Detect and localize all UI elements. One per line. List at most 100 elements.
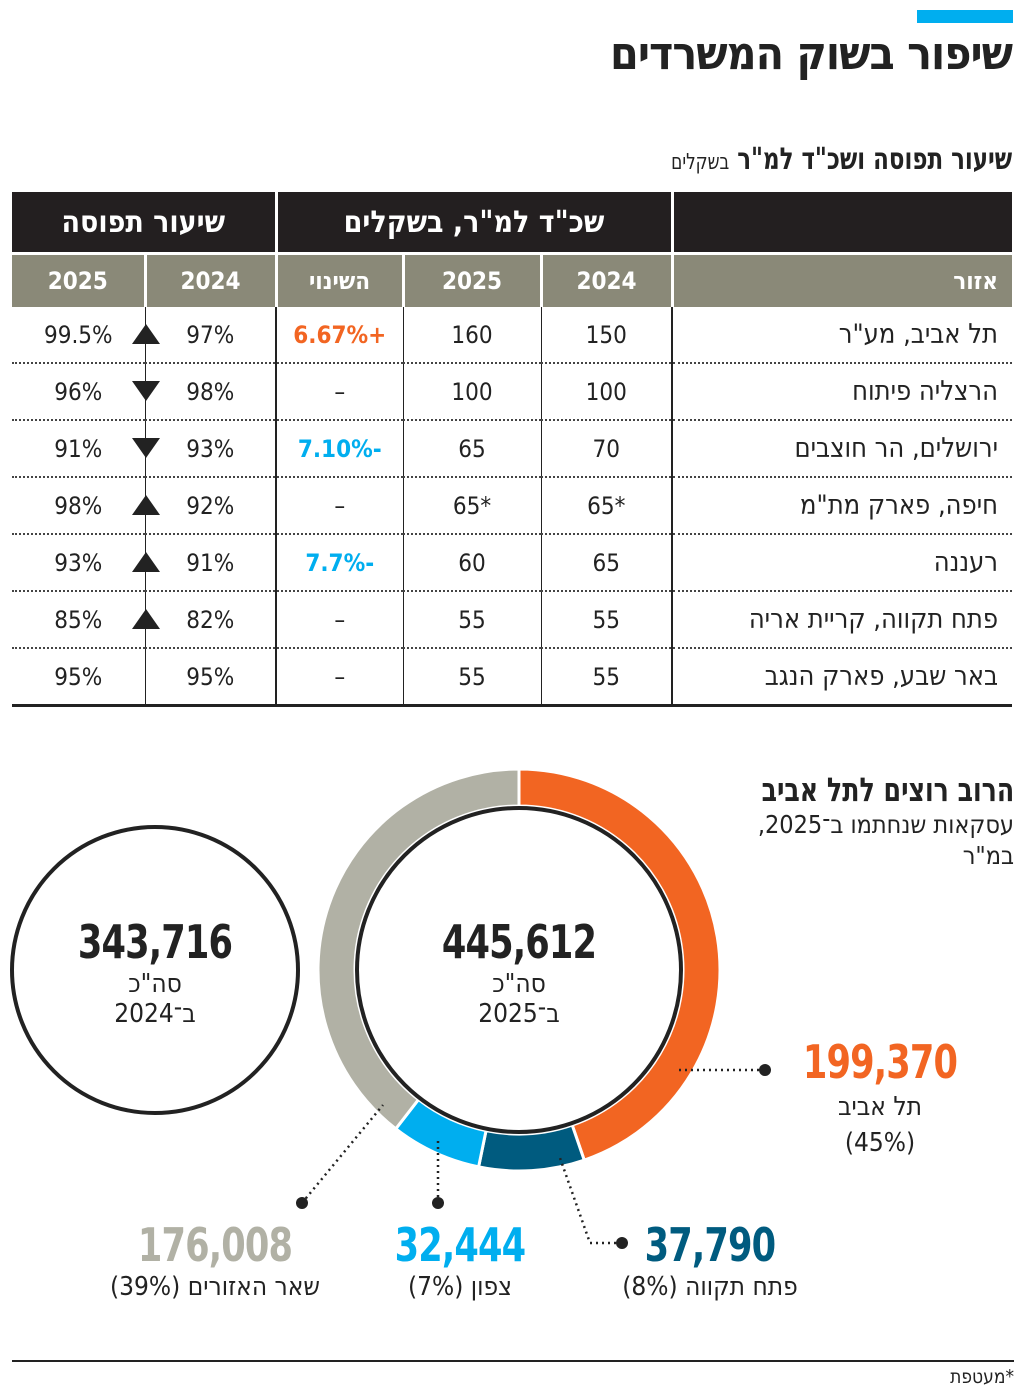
change-cell: +6.67% bbox=[275, 307, 404, 364]
slice-name: שאר האזורים bbox=[187, 1272, 320, 1302]
occupancy-2025-cell: 98% bbox=[12, 477, 146, 535]
area-value: תל אביב, מע"ר bbox=[838, 319, 999, 350]
occupancy-2024-cell: 97% bbox=[131, 307, 277, 364]
rent-2024-value: *65 bbox=[587, 491, 626, 520]
slice-value: 176,008 bbox=[137, 1218, 293, 1272]
area-value: הרצליה פיתוח bbox=[852, 376, 999, 407]
table-row: באר שבע, פארק הנגב 55 55 – 95% 95% bbox=[12, 648, 1013, 707]
rent-2024-cell: 100 bbox=[540, 363, 673, 421]
occupancy-2024-value: 82% bbox=[186, 605, 235, 634]
leader-dot bbox=[616, 1237, 628, 1249]
header-rent-group: שכ"ד למ"ר, בשקלים bbox=[274, 192, 673, 254]
area-cell: ירושלים, הר חוצבים bbox=[671, 420, 1013, 478]
area-value: פתח תקווה, קריית אריה bbox=[748, 604, 999, 635]
rent-2024-cell: 55 bbox=[540, 648, 673, 707]
rent-2024-cell: 70 bbox=[540, 420, 673, 478]
occupancy-2025-cell: 99.5% bbox=[12, 307, 146, 364]
table-row: הרצליה פיתוח 100 100 – 98% 96% bbox=[12, 363, 1013, 421]
rent-2024-value: 55 bbox=[592, 662, 620, 691]
arrow-up-icon bbox=[131, 552, 160, 572]
total-2025-year: ב־2025 bbox=[478, 999, 560, 1029]
rent-2024-value: 65 bbox=[592, 548, 620, 577]
rent-2024-cell: 55 bbox=[540, 591, 673, 649]
callout-north: 32,444 צפון (7%) bbox=[370, 1218, 550, 1302]
rent-2025-value: 100 bbox=[451, 377, 493, 406]
occupancy-2024-cell: 82% bbox=[131, 591, 277, 649]
rent-2025-cell: 160 bbox=[402, 307, 542, 364]
header-rent-2024: 2024 bbox=[539, 252, 673, 307]
total-2025: 445,612 סה"כ ב־2025 bbox=[419, 915, 619, 1029]
occupancy-2025-cell: 96% bbox=[12, 363, 146, 421]
occupancy-2024-cell: 93% bbox=[131, 420, 277, 478]
area-cell: רעננה bbox=[671, 534, 1013, 592]
rent-2025-cell: 60 bbox=[402, 534, 542, 592]
callout-tel-aviv: 199,370 תל אביב (45%) bbox=[775, 1035, 985, 1161]
table-row: תל אביב, מע"ר 150 160 +6.67% 97% 99.5% bbox=[12, 307, 1013, 364]
header-occupancy-group: שיעור תפוסה bbox=[12, 192, 277, 254]
leader-line bbox=[558, 1157, 622, 1245]
slice-value: 37,790 bbox=[644, 1218, 776, 1272]
rent-2025-cell: 100 bbox=[402, 363, 542, 421]
table-row: פתח תקווה, קריית אריה 55 55 – 82% 85% bbox=[12, 591, 1013, 649]
table-row: ירושלים, הר חוצבים 70 65 -7.10% 93% 91% bbox=[12, 420, 1013, 478]
occupancy-2025-value: 99.5% bbox=[43, 320, 113, 349]
rent-2024-value: 100 bbox=[585, 377, 627, 406]
arrow-up-icon bbox=[131, 324, 160, 344]
occupancy-2025-value: 91% bbox=[54, 434, 103, 463]
change-cell: – bbox=[275, 363, 404, 421]
chart-subtitle: עסקאות שנחתמו ב־2025, במ"ר bbox=[757, 810, 1014, 870]
footer-divider bbox=[12, 1360, 1014, 1362]
occupancy-2024-value: 97% bbox=[186, 320, 235, 349]
donut-inner-circle bbox=[355, 806, 683, 1134]
table-subtitle: שיעור תפוסה ושכ"ד למ"ר בשקלים bbox=[671, 142, 1012, 177]
rent-2025-cell: *65 bbox=[402, 477, 542, 535]
area-value: רעננה bbox=[933, 547, 999, 578]
rent-2024-value: 150 bbox=[585, 320, 627, 349]
callout-petah-tikva: 37,790 פתח תקווה (8%) bbox=[590, 1218, 830, 1302]
occupancy-2025-cell: 95% bbox=[12, 648, 146, 707]
rent-2025-value: 55 bbox=[458, 605, 486, 634]
total-2024-circle bbox=[10, 825, 300, 1115]
arrow-up-icon bbox=[131, 609, 160, 629]
header-occ-2025: 2025 bbox=[12, 252, 146, 307]
change-value: – bbox=[334, 662, 346, 691]
leader-dot bbox=[759, 1064, 771, 1076]
slice-value: 199,370 bbox=[802, 1035, 958, 1089]
table-subtitle-unit: בשקלים bbox=[670, 150, 730, 175]
area-value: חיפה, פארק מת"מ bbox=[800, 490, 999, 521]
rent-2025-cell: 55 bbox=[402, 591, 542, 649]
area-cell: באר שבע, פארק הנגב bbox=[671, 648, 1013, 707]
footnote: *מעטפת bbox=[950, 1366, 1014, 1388]
slice-percent: (39%) bbox=[110, 1272, 181, 1302]
rent-2025-value: 65 bbox=[458, 434, 486, 463]
slice-name: תל אביב bbox=[837, 1092, 922, 1122]
slice-percent: (7%) bbox=[407, 1272, 464, 1302]
accent-bar bbox=[917, 10, 1013, 23]
change-cell: – bbox=[275, 648, 404, 707]
occupancy-2025-cell: 91% bbox=[12, 420, 146, 478]
page-title: שיפור בשוק המשרדים bbox=[610, 26, 1013, 80]
occupancy-2025-cell: 85% bbox=[12, 591, 146, 649]
table-row: רעננה 65 60 -7.7% 91% 93% bbox=[12, 534, 1013, 592]
occupancy-2025-value: 93% bbox=[54, 548, 103, 577]
header-rent-2025: 2025 bbox=[401, 252, 542, 307]
rent-2024-cell: *65 bbox=[540, 477, 673, 535]
total-2024: 343,716 סה"כ ב־2024 bbox=[60, 915, 250, 1029]
table-row: חיפה, פארק מת"מ *65 *65 – 92% 98% bbox=[12, 477, 1013, 535]
rent-2025-cell: 65 bbox=[402, 420, 542, 478]
occupancy-2024-value: 93% bbox=[186, 434, 235, 463]
slice-percent: (45%) bbox=[844, 1128, 916, 1158]
rent-2024-value: 70 bbox=[592, 434, 620, 463]
slice-label: פתח תקווה (8%) bbox=[590, 1272, 830, 1302]
arrow-down-icon bbox=[131, 381, 160, 401]
header-area: אזור bbox=[670, 252, 1013, 307]
rent-2024-cell: 150 bbox=[540, 307, 673, 364]
header-change: השינוי bbox=[274, 252, 404, 307]
occupancy-2025-value: 85% bbox=[54, 605, 103, 634]
header-occ-2024: 2024 bbox=[143, 252, 277, 307]
rent-2025-value: 60 bbox=[458, 548, 486, 577]
slice-label: שאר האזורים (39%) bbox=[70, 1272, 360, 1302]
slice-value: 32,444 bbox=[394, 1218, 526, 1272]
header-blank bbox=[670, 192, 1013, 254]
